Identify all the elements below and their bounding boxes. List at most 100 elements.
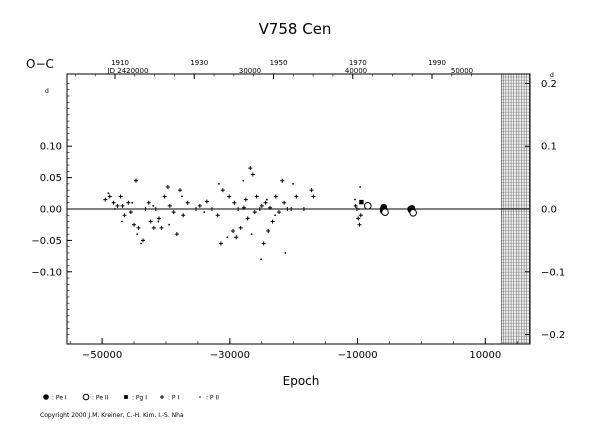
point-p-i (107, 194, 112, 199)
legend-marker (199, 396, 201, 398)
right-tick-label: −0.2 (541, 330, 565, 341)
top-year-label: 1950 (270, 59, 288, 67)
point-p-i (254, 194, 259, 199)
point-p-i (209, 207, 214, 211)
point-p-ii (284, 252, 287, 254)
x-tick-label: −10000 (337, 350, 377, 361)
y-unit-mark-right: d (550, 72, 554, 79)
point-p-ii (113, 208, 116, 210)
y-axis-label: O−C (26, 57, 54, 71)
point-p-i (115, 203, 120, 208)
point-p-i (148, 219, 153, 224)
point-p-i (181, 213, 186, 218)
point-p-i (268, 205, 273, 210)
point-p-i (266, 228, 271, 233)
point-p-ii (181, 195, 183, 198)
x-tick-label: −30000 (210, 350, 250, 361)
top-year-label: 1970 (349, 59, 367, 67)
x-tick-label: 10000 (469, 350, 501, 361)
point-p-i (243, 197, 248, 202)
point-p-ii (357, 208, 360, 210)
point-p-i (270, 219, 275, 224)
chart-title: V758 Cen (259, 20, 332, 38)
point-p-ii (157, 220, 160, 223)
point-p-i (218, 241, 223, 246)
legend-label: : P II (206, 395, 219, 402)
point-p-ii (354, 198, 356, 201)
point-p-i (282, 200, 287, 205)
point-p-i (111, 200, 116, 205)
point-p-i (140, 238, 145, 243)
point-p-i (178, 188, 183, 193)
top-jd-labels: JD 2420000 30000 40000 50000 (107, 67, 474, 75)
point-p-i (167, 203, 172, 208)
point-p-i (357, 222, 362, 227)
point-p-i (165, 185, 170, 190)
point-p-i (353, 203, 358, 208)
point-p-i (194, 207, 199, 211)
point-p-i (220, 188, 225, 193)
point-p-i (236, 207, 241, 211)
top-year-label: 1930 (190, 59, 208, 67)
point-p-ii (140, 242, 142, 245)
data-points (103, 166, 417, 261)
top-year-label: 1910 (111, 59, 129, 67)
top-year-labels: 1910 1930 1950 1970 1990 (111, 59, 446, 67)
point-p-i (185, 200, 190, 205)
point-p-i (252, 210, 257, 215)
y-tick-label: 0.10 (40, 142, 62, 153)
x-axis-label: Epoch (283, 374, 320, 388)
point-p-i (126, 200, 131, 205)
x-tick-labels: −50000 −30000 −10000 10000 (82, 350, 501, 361)
point-p-i (285, 207, 290, 211)
point-p-i (232, 200, 237, 205)
point-p-i (309, 188, 314, 193)
point-p-i (263, 200, 268, 205)
point-p-i (118, 194, 123, 199)
point-p-i (245, 216, 250, 221)
y-tick-label: 0.05 (40, 173, 62, 184)
point-p-i (146, 200, 151, 205)
top-jd-label: 40000 (345, 67, 367, 75)
legend-marker (82, 393, 90, 401)
point-p-i (231, 228, 236, 233)
legend-marker (43, 394, 49, 400)
point-p-i (143, 207, 148, 211)
legend-label: : Pg I (132, 395, 147, 402)
y-tick-label: −0.10 (31, 267, 62, 278)
point-p-i (174, 232, 179, 237)
top-year-label: 1990 (428, 59, 446, 67)
point-p-ii (131, 201, 134, 204)
point-pe-ii (381, 208, 389, 216)
point-pe-ii (363, 202, 372, 210)
legend-label: : Pe II (92, 395, 109, 402)
point-p-ii (292, 182, 294, 185)
right-tick-label: 0.2 (541, 79, 557, 90)
point-p-i (280, 178, 285, 183)
axis-ticks (67, 74, 530, 344)
point-p-i (162, 194, 167, 199)
point-p-i (248, 166, 253, 171)
point-p-i (301, 207, 306, 211)
top-jd-label: 30000 (239, 67, 261, 75)
x-tick-label: −50000 (82, 350, 122, 361)
point-p-i (294, 194, 299, 199)
right-tick-label: 0.0 (541, 205, 557, 216)
point-p-ii (265, 198, 268, 201)
point-p-i (153, 207, 158, 211)
point-p-ii (203, 211, 206, 214)
point-p-ii (242, 179, 245, 182)
point-p-i (103, 197, 108, 202)
point-p-i (238, 225, 243, 230)
legend-marker (160, 395, 164, 399)
point-p-ii (168, 223, 171, 226)
point-p-ii (107, 192, 110, 195)
point-p-i (128, 210, 133, 215)
point-p-i (241, 205, 246, 210)
legend: : Pe I: Pe II: Pg I: P I: P II (43, 393, 219, 402)
point-p-i (273, 194, 278, 199)
point-p-i (151, 225, 156, 230)
point-p-i (133, 178, 138, 183)
point-p-i (261, 241, 266, 246)
